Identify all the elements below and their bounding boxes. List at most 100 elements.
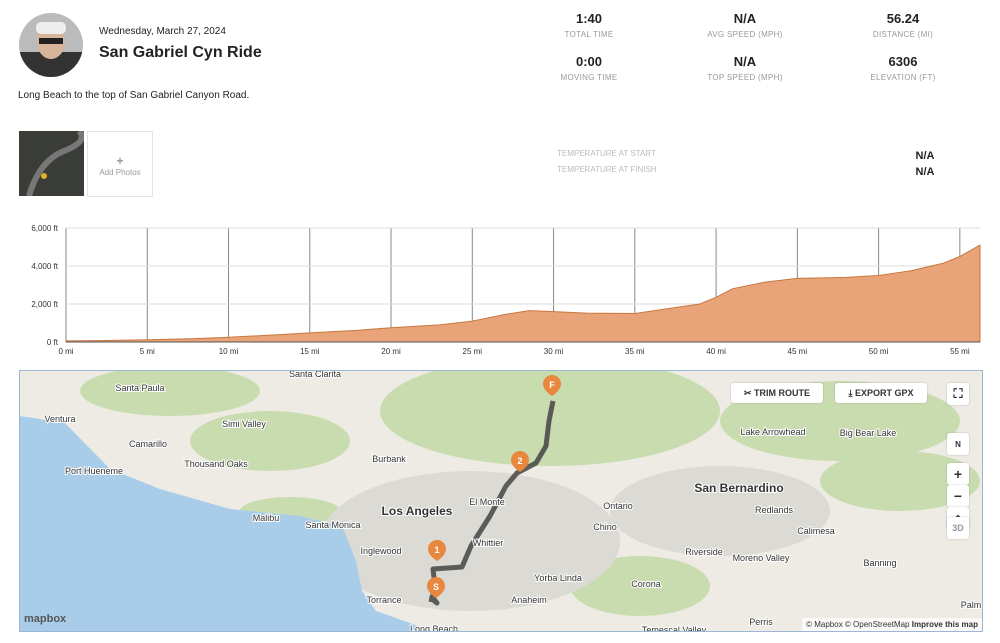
map[interactable]: Santa Clarita Santa Paula Ventura Simi Vall…	[19, 370, 983, 632]
ocean	[20, 416, 430, 631]
marker-pin	[511, 451, 529, 472]
description: Long Beach to the top of San Gabriel Can…	[18, 90, 250, 101]
stat-label: MOVING TIME	[560, 73, 618, 82]
marker-label: 2	[517, 456, 522, 466]
trim-route[interactable]: ✂ TRIM ROUTE	[731, 383, 823, 403]
stat: 6306 ELEVATION (FT)	[828, 54, 978, 82]
export-label: EXPORT GPX	[854, 388, 914, 398]
x-tick-label: 10 mi	[219, 347, 239, 356]
stat: N/A AVG SPEED (MPH)	[670, 11, 820, 39]
x-tick-label: 35 mi	[625, 347, 645, 356]
y-tick-label: 0 ft	[47, 338, 59, 347]
place-label: Temescal Valley	[642, 625, 707, 631]
place-label: Ventura	[44, 414, 75, 424]
ride-title: San Gabriel Cyn Ride	[99, 44, 262, 61]
temp-value: N/A	[915, 166, 935, 178]
three-d[interactable]: 3D	[947, 517, 969, 539]
elevation-chart: 0 mi 5 mi 10 mi 15 mi 20 mi 25 mi 30 mi 35 mi 40…	[31, 224, 981, 356]
place-label: Ontario	[603, 501, 633, 511]
place-label: Long Beach	[410, 624, 458, 631]
export-gpx[interactable]: ⤓ EXPORT GPX	[835, 383, 927, 403]
place-label: San Bernardino	[694, 481, 783, 495]
stat-value: N/A	[733, 54, 757, 69]
place-label: Santa Paula	[115, 383, 164, 393]
y-tick-label: 4,000 ft	[31, 262, 58, 271]
stat-label: DISTANCE (MI)	[872, 30, 934, 39]
place-label: Anaheim	[511, 595, 547, 605]
stat: 56.24 DISTANCE (MI)	[828, 11, 978, 39]
place-label: Redlands	[755, 505, 794, 515]
fullscreen[interactable]: ⛶	[947, 383, 969, 405]
x-tick-label: 0 mi	[58, 347, 73, 356]
zoom-in[interactable]: +	[947, 463, 969, 485]
map-canvas: Santa Clarita Santa Paula Ventura Simi Vall…	[20, 371, 982, 631]
x-tick-label: 25 mi	[463, 347, 483, 356]
compass[interactable]: N	[947, 433, 969, 455]
stat: 1:40 TOTAL TIME	[514, 11, 664, 39]
download-icon: ⤓	[848, 387, 855, 398]
add-photos[interactable]: + Add Photos	[87, 131, 153, 197]
place-label: Calimesa	[797, 526, 835, 536]
marker-label: S	[433, 582, 439, 592]
avatar[interactable]	[18, 12, 84, 78]
place-label: Banning	[863, 558, 896, 568]
x-tick-label: 55 mi	[950, 347, 970, 356]
elevation-area	[65, 244, 981, 343]
plus-icon: +	[116, 154, 124, 168]
place-label: Thousand Oaks	[184, 459, 248, 469]
temp-label: TEMPERATURE AT START	[557, 149, 656, 158]
route	[428, 400, 556, 606]
marker-pin	[427, 577, 445, 598]
attribution: © Mapbox © OpenStreetMap Improve this ma…	[802, 618, 982, 631]
stat-label: ELEVATION (FT)	[870, 73, 936, 82]
mapbox-logo[interactable]: mapbox	[24, 613, 67, 625]
x-tick-label: 15 mi	[300, 347, 320, 356]
scissors-icon: ✂	[743, 387, 755, 398]
temp-value: N/A	[915, 150, 935, 162]
y-tick-label: 6,000 ft	[31, 224, 58, 233]
place-label: Palm	[961, 600, 982, 610]
place-label: Corona	[631, 579, 661, 589]
marker-pin	[428, 540, 446, 561]
place-label: Santa Clarita	[289, 371, 341, 379]
place-labels: Santa Clarita Santa Paula Ventura Simi Vall…	[43, 371, 982, 631]
marker-label: 1	[434, 545, 439, 555]
x-tick-label: 5 mi	[140, 347, 155, 356]
stat-value: 56.24	[886, 11, 920, 26]
date: Wednesday, March 27, 2024	[99, 26, 226, 37]
stat: N/A TOP SPEED (MPH)	[670, 54, 820, 82]
place-label: Camarillo	[129, 439, 167, 449]
place-label: Malibu	[253, 513, 280, 523]
stat-value: N/A	[733, 11, 757, 26]
route-markers: S 1 2 F	[427, 375, 561, 598]
marker-pin	[543, 375, 561, 396]
place-label: Big Bear Lake	[840, 428, 897, 438]
place-label: Santa Monica	[305, 520, 360, 530]
attribution-text[interactable]: © Mapbox © OpenStreetMap	[806, 620, 910, 629]
photo-thumbnail[interactable]	[19, 131, 84, 196]
zoom-out[interactable]: −	[947, 485, 969, 507]
x-tick-label: 40 mi	[706, 347, 726, 356]
x-tick-label: 30 mi	[544, 347, 564, 356]
temp-label: TEMPERATURE AT FINISH	[557, 165, 657, 174]
stat: 0:00 MOVING TIME	[514, 54, 664, 82]
stat-label: TOP SPEED (MPH)	[707, 73, 783, 82]
improve-map[interactable]: Improve this map	[911, 620, 978, 629]
x-tick-label: 45 mi	[788, 347, 808, 356]
place-label: Burbank	[372, 454, 406, 464]
x-tick-label: 20 mi	[381, 347, 401, 356]
marker-label: F	[549, 380, 555, 390]
place-label: Riverside	[685, 547, 723, 557]
place-label: Inglewood	[360, 546, 401, 556]
place-label: Lake Arrowhead	[740, 427, 805, 437]
place-label: Yorba Linda	[534, 573, 582, 583]
add-photos-label: Add Photos	[99, 168, 141, 177]
place-label: Los Angeles	[382, 504, 453, 518]
place-label: Port Hueneme	[65, 466, 123, 476]
place-label: Perris	[749, 617, 773, 627]
place-label: Simi Valley	[222, 419, 266, 429]
trim-label: TRIM ROUTE	[754, 388, 811, 398]
stat-label: TOTAL TIME	[564, 30, 614, 39]
place-label: Moreno Valley	[733, 553, 790, 563]
